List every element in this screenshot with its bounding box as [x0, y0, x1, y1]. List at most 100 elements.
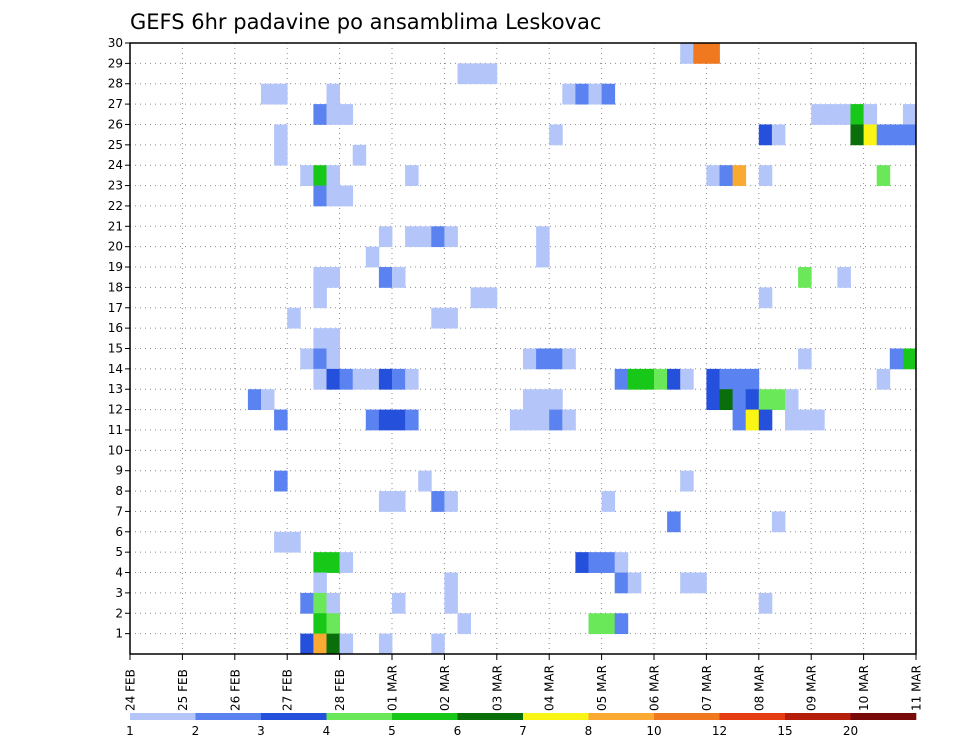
heatmap-cell — [326, 368, 340, 390]
x-tick-label: 09 MAR — [805, 665, 819, 711]
heatmap-cell — [575, 83, 589, 105]
colorbar-label: 15 — [777, 724, 792, 738]
y-tick-label: 5 — [115, 545, 123, 559]
y-tick-label: 22 — [108, 199, 123, 213]
heatmap-cell — [326, 104, 340, 125]
heatmap-cell — [902, 348, 917, 370]
y-tick-label: 2 — [115, 606, 123, 620]
x-tick-label: 07 MAR — [700, 665, 714, 711]
heatmap-cell — [536, 409, 550, 431]
heatmap-cell — [509, 409, 524, 431]
colorbar-label: 7 — [519, 724, 527, 738]
heatmap-cell — [758, 165, 773, 186]
heatmap-cells — [247, 43, 917, 655]
x-tick-label: 04 MAR — [543, 665, 557, 711]
heatmap-cell — [614, 552, 629, 573]
heatmap-cell — [274, 124, 288, 146]
heatmap-cell — [457, 63, 471, 85]
x-tick-label: 01 MAR — [386, 665, 400, 711]
colorbar-swatch — [654, 713, 720, 720]
heatmap-cell — [378, 226, 393, 248]
heatmap-cell — [758, 287, 773, 309]
colorbar-swatch — [785, 713, 851, 720]
heatmap-cell — [889, 348, 904, 370]
heatmap-cell — [339, 633, 354, 655]
y-tick-label: 10 — [108, 443, 123, 457]
y-tick-label: 23 — [108, 179, 123, 193]
y-tick-label: 9 — [115, 464, 123, 478]
heatmap-cell — [405, 165, 419, 186]
heatmap-cell — [732, 165, 747, 186]
heatmap-cell — [431, 491, 445, 512]
colorbar-label: 8 — [585, 724, 593, 738]
heatmap-cell — [287, 307, 301, 329]
x-tick-label: 27 FEB — [281, 669, 295, 711]
colorbar-swatch — [523, 713, 589, 720]
heatmap-cell — [378, 633, 393, 655]
heatmap-cell — [732, 409, 747, 431]
heatmap-cell — [405, 368, 419, 390]
heatmap-cell — [536, 246, 550, 268]
colorbar-label: 20 — [843, 724, 858, 738]
heatmap-cell — [313, 592, 327, 614]
heatmap-cell — [902, 104, 917, 125]
colorbar-swatch — [130, 713, 196, 720]
y-tick-label: 3 — [115, 586, 123, 600]
y-tick-label: 20 — [108, 240, 123, 254]
heatmap-cell — [706, 165, 720, 186]
heatmap-cell — [654, 368, 668, 390]
heatmap-cell — [392, 368, 406, 390]
heatmap-cell — [523, 348, 537, 370]
heatmap-cell — [706, 43, 720, 64]
heatmap-cell — [523, 389, 537, 410]
heatmap-cell — [719, 165, 733, 186]
heatmap-cell — [313, 104, 327, 125]
heatmap-cell — [274, 470, 288, 492]
y-tick-label: 28 — [108, 77, 123, 91]
heatmap-cell — [876, 368, 891, 390]
y-tick-label: 29 — [108, 56, 123, 70]
heatmap-cell — [470, 63, 485, 85]
heatmap-cell — [261, 389, 275, 410]
heatmap-cell — [837, 104, 851, 125]
x-tick-label: 26 FEB — [228, 669, 242, 711]
colorbar-swatch — [326, 713, 393, 720]
heatmap-cell — [300, 165, 314, 186]
heatmap-cell — [771, 124, 786, 146]
x-tick-label: 25 FEB — [176, 669, 190, 711]
heatmap-cell — [444, 592, 458, 614]
heatmap-cell — [444, 307, 458, 329]
heatmap-cell — [601, 491, 616, 512]
heatmap-cell — [313, 552, 327, 573]
heatmap-cell — [313, 348, 327, 370]
heatmap-cell — [549, 348, 563, 370]
heatmap-cell — [680, 368, 694, 390]
heatmap-cell — [313, 572, 327, 594]
heatmap-cell — [876, 165, 891, 186]
heatmap-cell — [339, 552, 354, 573]
heatmap-cell — [667, 368, 681, 390]
heatmap-cell — [470, 287, 485, 309]
heatmap-cell — [758, 592, 773, 614]
colorbar-swatch — [195, 713, 262, 720]
heatmap-cell — [549, 124, 563, 146]
colorbar-label: 12 — [712, 724, 727, 738]
heatmap-cell — [274, 144, 288, 166]
heatmap-cell — [536, 389, 550, 410]
heatmap-cell — [326, 83, 340, 105]
x-axis: 24 FEB 25 FEB 26 FEB 27 FEB 28 FEB 01 MAR 02 M… — [124, 654, 924, 711]
heatmap-cell — [444, 491, 458, 512]
heatmap-cell — [667, 511, 681, 533]
y-tick-label: 15 — [108, 342, 123, 356]
heatmap-cell — [457, 613, 471, 635]
y-tick-label: 24 — [108, 158, 123, 172]
heatmap-cell — [719, 368, 733, 390]
heatmap-cell — [732, 389, 747, 410]
heatmap-cell — [326, 552, 340, 573]
y-tick-label: 7 — [115, 504, 123, 518]
heatmap-cell — [431, 226, 445, 248]
heatmap-cell — [536, 348, 550, 370]
chart-title: GEFS 6hr padavine po ansamblima Leskovac — [130, 10, 601, 34]
heatmap-cell — [326, 348, 340, 370]
